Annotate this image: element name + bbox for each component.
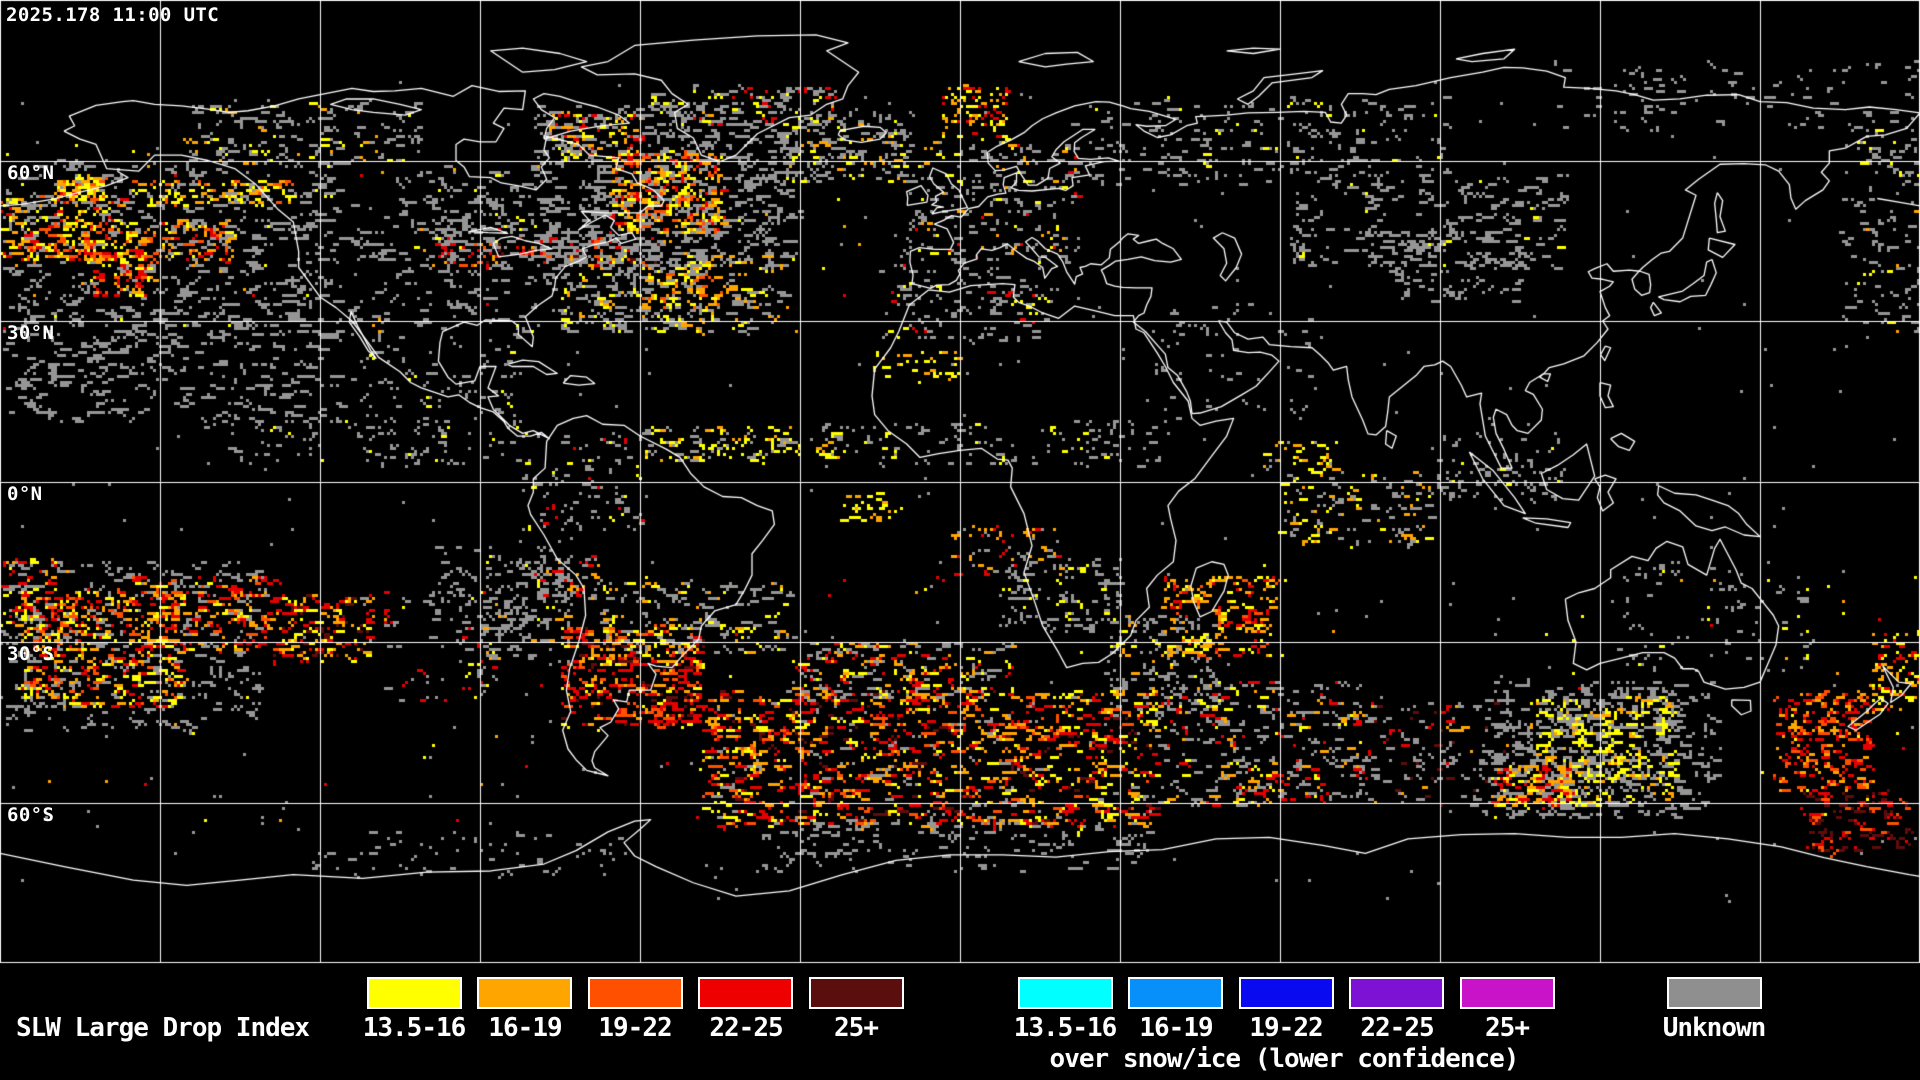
legend-swatch-slw-16-19 <box>477 977 572 1009</box>
legend-swatch-snow-13.5-16 <box>1018 977 1113 1009</box>
legend-title: SLW Large Drop Index <box>16 1013 310 1043</box>
lat-label-30n: 30°N <box>7 322 55 344</box>
legend-label-snow-22-25: 22-25 <box>1360 1013 1434 1043</box>
legend-swatch-slw-13.5-16 <box>367 977 462 1009</box>
legend-swatch-slw-22-25 <box>698 977 793 1009</box>
legend-label-snow-13.5-16: 13.5-16 <box>1013 1013 1118 1043</box>
lat-label-0n: 0°N <box>7 483 43 505</box>
legend-label-slw-13.5-16: 13.5-16 <box>362 1013 467 1043</box>
legend-label-unknown: Unknown <box>1662 1013 1767 1043</box>
timestamp-label: 2025.178 11:00 UTC <box>6 4 220 26</box>
legend-swatch-slw-19-22 <box>588 977 683 1009</box>
legend-snow-caption: over snow/ice (lower confidence) <box>1049 1044 1520 1074</box>
legend-label-snow-16-19: 16-19 <box>1139 1013 1213 1043</box>
lat-label-60s: 60°S <box>7 804 55 826</box>
legend-label-slw-25plus: 25+ <box>834 1013 879 1043</box>
legend-label-slw-22-25: 22-25 <box>709 1013 783 1043</box>
legend-swatch-snow-22-25 <box>1349 977 1444 1009</box>
legend-label-snow-19-22: 19-22 <box>1249 1013 1323 1043</box>
legend-swatch-snow-25plus <box>1460 977 1555 1009</box>
lat-label-60n: 60°N <box>7 162 55 184</box>
legend-swatch-slw-25plus <box>809 977 904 1009</box>
legend-label-snow-25plus: 25+ <box>1485 1013 1530 1043</box>
legend-swatch-snow-16-19 <box>1128 977 1223 1009</box>
lat-label-30s: 30°S <box>7 643 55 665</box>
legend-label-slw-19-22: 19-22 <box>598 1013 672 1043</box>
legend-swatch-unknown <box>1667 977 1762 1009</box>
legend-swatch-snow-19-22 <box>1239 977 1334 1009</box>
world-map-canvas <box>0 0 1920 966</box>
legend-label-slw-16-19: 16-19 <box>488 1013 562 1043</box>
